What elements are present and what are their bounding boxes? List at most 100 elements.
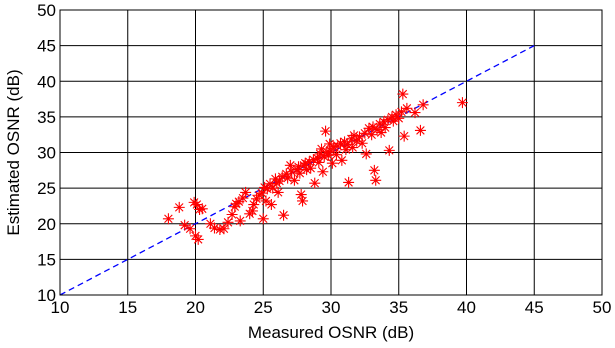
- data-point: [196, 203, 208, 215]
- x-tick-label: 35: [389, 298, 408, 317]
- plot-frame: [59, 9, 603, 296]
- data-point: [260, 195, 272, 207]
- series-layer: [59, 45, 535, 296]
- data-point: [298, 159, 310, 171]
- data-point: [272, 186, 284, 198]
- x-tick-label: 30: [322, 298, 341, 317]
- data-point: [383, 144, 395, 156]
- y-tick-label: 20: [37, 215, 56, 234]
- data-point: [301, 164, 313, 176]
- data-point: [234, 215, 246, 227]
- data-point: [341, 139, 353, 151]
- data-point: [307, 154, 319, 166]
- x-tick-label: 10: [51, 298, 70, 317]
- x-tick-label: 40: [457, 298, 476, 317]
- data-point: [379, 122, 391, 134]
- data-point: [409, 107, 421, 119]
- data-point: [267, 182, 279, 194]
- data-point: [456, 97, 468, 109]
- data-point: [321, 146, 333, 158]
- data-point: [348, 129, 360, 141]
- data-point: [280, 168, 292, 180]
- data-point: [297, 195, 309, 207]
- data-point: [314, 148, 326, 160]
- data-point: [330, 149, 342, 161]
- data-point: [179, 219, 191, 231]
- data-point: [398, 130, 410, 142]
- data-point: [190, 230, 201, 242]
- data-point: [257, 213, 269, 225]
- data-point: [366, 129, 378, 141]
- data-point: [303, 156, 315, 168]
- data-point: [194, 204, 206, 215]
- data-point: [278, 209, 290, 221]
- data-point: [382, 114, 394, 126]
- data-point: [417, 99, 429, 111]
- y-tick-label: 10: [37, 286, 56, 305]
- data-point: [284, 159, 296, 171]
- y-tick-label: 25: [37, 179, 56, 198]
- data-point: [363, 122, 375, 134]
- data-point: [299, 157, 311, 169]
- data-point: [343, 176, 355, 188]
- data-point: [237, 192, 249, 204]
- x-tick-label: 20: [186, 298, 205, 317]
- data-point: [387, 115, 399, 127]
- data-point: [274, 175, 286, 187]
- y-tick-label: 40: [37, 72, 56, 91]
- data-point: [325, 145, 337, 157]
- data-point: [240, 186, 252, 198]
- data-point: [374, 118, 386, 130]
- x-tick-label: 15: [118, 298, 137, 317]
- data-point: [367, 121, 379, 133]
- y-tick-label: 30: [37, 144, 56, 163]
- data-point: [256, 187, 268, 199]
- data-point: [390, 109, 402, 121]
- data-point: [276, 171, 288, 183]
- data-point: [292, 161, 304, 173]
- x-axis-title: Measured OSNR (dB): [248, 323, 414, 342]
- data-point: [334, 137, 346, 149]
- data-point: [378, 116, 390, 128]
- data-point: [204, 218, 216, 230]
- data-point: [320, 125, 332, 137]
- data-point: [162, 213, 174, 225]
- data-point: [356, 137, 368, 149]
- data-point: [218, 223, 230, 235]
- data-point: [222, 216, 234, 228]
- data-point: [192, 233, 204, 245]
- data-point: [226, 208, 238, 220]
- data-point: [173, 201, 185, 213]
- data-point: [313, 156, 325, 168]
- data-point: [246, 205, 258, 217]
- data-point: [371, 124, 383, 136]
- data-point: [353, 131, 365, 143]
- y-tick-label: 45: [37, 37, 56, 56]
- y-axis-title: Estimated OSNR (dB): [4, 69, 23, 235]
- data-point: [351, 135, 363, 147]
- data-point: [359, 127, 371, 139]
- data-point: [309, 177, 321, 189]
- data-point: [324, 138, 336, 150]
- y-tick-label: 50: [37, 1, 56, 20]
- data-point: [393, 112, 405, 124]
- data-point: [368, 164, 380, 176]
- x-tick-labels: 10 15 20 25 30 35 40 45 50: [51, 298, 612, 317]
- y-tick-labels: 10 15 20 25 30 35 40 45 50: [37, 1, 56, 305]
- data-point: [250, 193, 262, 205]
- data-point: [395, 106, 407, 118]
- x-tick-label: 50: [593, 298, 612, 317]
- data-point: [294, 167, 306, 179]
- data-point: [386, 111, 398, 123]
- data-point: [184, 223, 196, 235]
- x-tick-label: 45: [525, 298, 544, 317]
- data-point: [360, 148, 372, 160]
- data-point: [401, 102, 413, 114]
- data-point: [286, 166, 298, 178]
- data-point: [282, 172, 294, 184]
- data-point: [291, 164, 303, 176]
- data-point: [208, 222, 220, 234]
- data-point: [269, 173, 281, 185]
- data-point: [370, 174, 382, 186]
